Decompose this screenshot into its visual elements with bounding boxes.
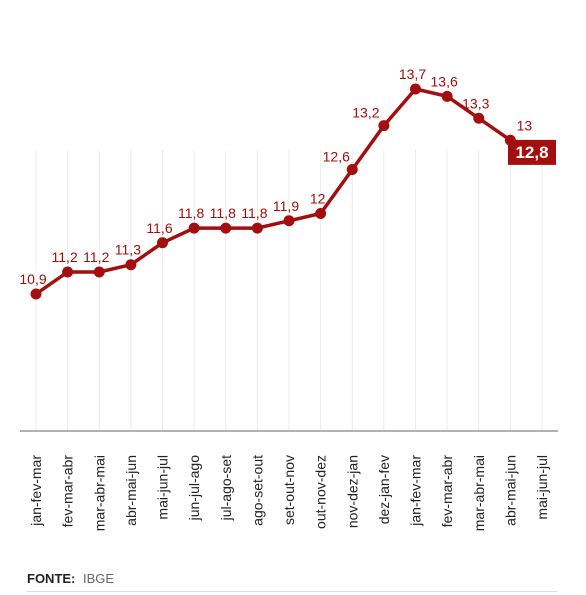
- data-label: 11,8: [241, 205, 267, 221]
- data-point: [125, 259, 137, 271]
- data-point: [283, 215, 295, 227]
- data-point: [378, 120, 390, 132]
- data-label: 13,7: [399, 66, 426, 82]
- data-point: [441, 90, 453, 102]
- data-label: 13: [517, 117, 533, 133]
- x-tick-label: abr-mai-jun: [123, 455, 139, 526]
- x-tick-label: mar-abr-mai: [91, 455, 107, 531]
- x-tick-label: mai-jun-jul: [155, 455, 171, 520]
- data-label: 11,2: [83, 249, 109, 265]
- x-tick-label: set-out-nov: [281, 455, 297, 525]
- data-point: [188, 222, 200, 234]
- x-tick-label: abr-mai-jun: [502, 455, 518, 526]
- data-label: 11,2: [52, 249, 78, 265]
- source-value: IBGE: [83, 571, 115, 586]
- data-point: [93, 266, 105, 278]
- data-label: 11,6: [146, 220, 172, 236]
- x-tick-label: fev-mar-abr: [439, 455, 455, 528]
- data-label: 12: [310, 190, 326, 206]
- x-tick-label: dez-jan-fev: [376, 455, 392, 524]
- data-point: [473, 112, 485, 124]
- data-point: [220, 222, 232, 234]
- data-points: [30, 83, 516, 300]
- grid-lines: [35, 150, 543, 431]
- data-labels: 10,9 11,2 11,2 11,3 11,6 11,8 11,8 11,8 11,9 12 12…: [19, 66, 556, 287]
- data-label: 11,8: [210, 205, 236, 221]
- data-point: [62, 266, 74, 278]
- data-point: [315, 207, 327, 219]
- data-point: [346, 164, 358, 176]
- highlight-box: [508, 139, 556, 165]
- data-point: [410, 83, 421, 95]
- x-tick-label: mai-jun-jul: [534, 455, 550, 520]
- data-label-highlight: 12,8: [515, 143, 548, 162]
- data-label: 13,3: [462, 95, 489, 111]
- source-note: FONTE: IBGE: [27, 571, 114, 586]
- data-label: 11,8: [178, 205, 204, 221]
- data-point: [157, 237, 168, 249]
- x-tick-label: out-nov-dez: [313, 455, 329, 529]
- divider: [27, 591, 557, 592]
- data-label: 10,9: [19, 271, 46, 287]
- x-tick-label: jan-fev-mar: [28, 455, 44, 527]
- data-label: 11,9: [273, 198, 299, 214]
- x-tick-label: nov-dez-jan: [344, 455, 360, 528]
- x-tick-label: jan-fev-mar: [408, 455, 424, 527]
- highlight-label: 12,8: [508, 139, 556, 165]
- data-point: [251, 222, 263, 234]
- x-tick-label: ago-set-out: [249, 455, 265, 526]
- data-label: 12,6: [323, 149, 350, 165]
- x-tick-label: mar-abr-mai: [471, 455, 487, 531]
- x-tick-label: jul-ago-set: [218, 455, 234, 521]
- data-label: 13,2: [352, 105, 379, 121]
- data-point: [30, 288, 42, 300]
- x-tick-labels: jan-fev-mar fev-mar-abr mar-abr-mai abr-mai…: [28, 455, 550, 532]
- x-tick-label: fev-mar-abr: [60, 455, 76, 528]
- data-label: 11,3: [115, 242, 141, 258]
- data-label: 13,6: [431, 73, 458, 89]
- x-tick-label: jun-jul-ago: [186, 455, 202, 522]
- source-label: FONTE:: [27, 571, 76, 586]
